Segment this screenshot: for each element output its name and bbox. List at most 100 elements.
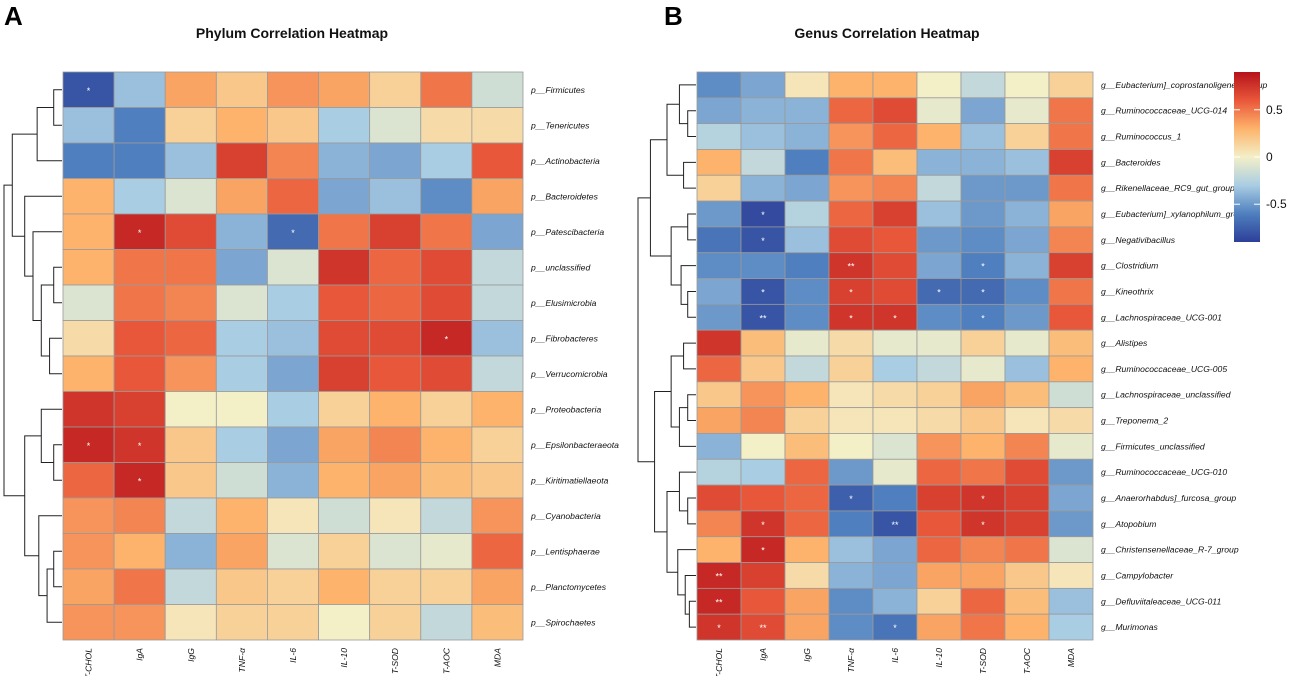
genus-cell	[872, 458, 918, 486]
genus-cell	[916, 149, 962, 176]
genus-cell	[1048, 355, 1094, 383]
phylum-cell	[62, 249, 115, 286]
genus-cell	[1004, 226, 1050, 254]
genus-cell	[784, 97, 830, 125]
genus-dendrogram-branch	[687, 394, 696, 422]
phylum-row-label: p__Verrucomicrobia	[530, 369, 608, 379]
phylum-row-label: p__Actinobacteria	[530, 156, 600, 166]
genus-significance-mark: *	[981, 262, 985, 272]
phylum-dendrogram-branch	[24, 195, 62, 277]
genus-cell	[696, 587, 742, 615]
phylum-row-label: p__Fibrobacteres	[530, 333, 599, 343]
genus-dendrogram-branch	[687, 110, 696, 138]
genus-cell	[784, 587, 830, 615]
genus-row-label: g__Ruminococcaceae_UCG-005	[1101, 364, 1227, 374]
phylum-cell	[113, 391, 166, 428]
phylum-significance-mark: *	[138, 441, 142, 451]
genus-cell	[960, 97, 1006, 125]
genus-dendrogram-branch	[683, 342, 696, 370]
phylum-cell	[164, 604, 217, 641]
phylum-cell	[471, 533, 524, 570]
phylum-cell	[471, 568, 524, 605]
phylum-cell	[62, 568, 115, 605]
genus-cell	[784, 303, 830, 331]
genus-significance-mark: *	[981, 520, 985, 530]
genus-significance-mark: *	[761, 520, 765, 530]
phylum-cell	[471, 391, 524, 428]
genus-cell	[1048, 381, 1094, 409]
phylum-cell	[369, 320, 422, 357]
phylum-column-label: IgG	[186, 648, 196, 662]
phylum-cell	[471, 320, 524, 357]
phylum-cell	[215, 71, 268, 108]
genus-cell	[828, 458, 874, 486]
phylum-cell	[215, 320, 268, 357]
genus-cell	[740, 149, 786, 176]
phylum-dendrogram-branch	[36, 107, 62, 162]
genus-cell	[784, 355, 830, 383]
genus-cell	[1048, 200, 1094, 228]
phylum-cell	[267, 284, 319, 321]
genus-dendrogram-branch	[649, 139, 672, 257]
genus-cell	[960, 484, 1006, 512]
genus-cell	[960, 613, 1006, 641]
genus-cell	[784, 329, 830, 357]
phylum-cell	[318, 533, 371, 570]
genus-row-label: g__Ruminococcaceae_UCG-010	[1101, 467, 1227, 477]
genus-cell	[1004, 200, 1050, 228]
genus-cell	[784, 613, 830, 641]
legend-tick-label: 0.5	[1266, 103, 1283, 117]
color-legend: 0.5 0 -0.5	[1234, 72, 1287, 242]
phylum-cell	[267, 355, 319, 392]
genus-dendrogram-branch	[637, 197, 655, 463]
genus-cell	[960, 536, 1006, 563]
phylum-cell	[369, 178, 422, 215]
genus-cell	[740, 252, 786, 279]
phylum-cell	[267, 426, 319, 463]
genus-significance-mark: *	[717, 623, 721, 633]
genus-dendrogram-branch	[678, 471, 696, 512]
phylum-row-label: p__Lentisphaerae	[530, 546, 600, 556]
genus-dendrogram-branch	[688, 600, 696, 628]
phylum-cell	[215, 426, 268, 463]
genus-dendrogram-branch	[678, 407, 696, 447]
genus-cell	[784, 123, 830, 150]
genus-row-label: g__Lachnospiraceae_UCG-001	[1101, 312, 1222, 322]
phylum-cell	[471, 462, 524, 499]
genus-significance-mark: *	[893, 313, 897, 323]
phylum-dendrogram-branch	[40, 408, 62, 463]
phylum-cell	[164, 462, 217, 499]
phylum-cell	[471, 249, 524, 286]
genus-cell	[872, 303, 918, 331]
genus-cell	[696, 536, 742, 563]
phylum-cell	[164, 249, 217, 286]
genus-dendrogram-branch	[687, 213, 696, 241]
genus-cell	[1004, 562, 1050, 589]
phylum-cell	[318, 604, 371, 641]
genus-dendrogram-branch	[677, 549, 696, 596]
phylum-cell	[369, 249, 422, 286]
genus-cell	[916, 355, 962, 383]
phylum-cell	[62, 107, 115, 144]
genus-row-label: g__Treponema_2	[1101, 416, 1168, 426]
genus-cell	[828, 200, 874, 228]
genus-cell	[916, 200, 962, 228]
panel-a-label: A	[4, 1, 23, 31]
genus-cell	[784, 278, 830, 305]
phylum-cell	[113, 355, 166, 392]
phylum-cell	[62, 604, 115, 641]
phylum-cell	[420, 604, 473, 641]
genus-cell	[1048, 484, 1094, 512]
genus-cell	[960, 200, 1006, 228]
genus-cell	[740, 123, 786, 150]
phylum-cell	[420, 71, 473, 108]
phylum-cell	[318, 284, 371, 321]
genus-cell	[872, 71, 918, 99]
phylum-row-label: p__Elusimicrobia	[530, 298, 597, 308]
genus-cell	[872, 329, 918, 357]
genus-cell	[872, 123, 918, 150]
phylum-cell	[164, 426, 217, 463]
phylum-column-label: TNF-α	[237, 647, 247, 673]
genus-row-label: g__Eubacterium]_coprostanoligenes_group	[1101, 80, 1267, 90]
genus-cell	[872, 200, 918, 228]
